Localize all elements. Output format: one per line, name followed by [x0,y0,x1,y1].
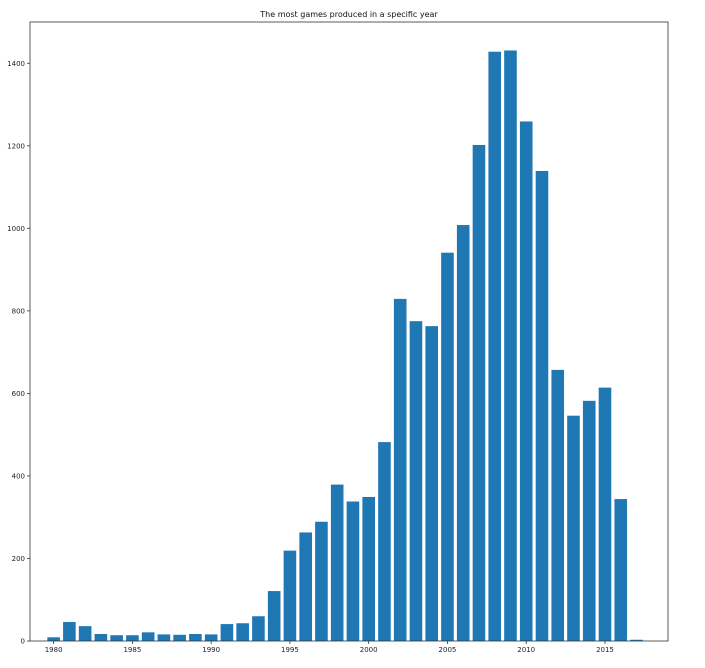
bar-1996 [299,532,312,641]
y-tick-label: 1400 [7,60,25,68]
x-tick-label: 2005 [439,646,457,654]
x-tick-label: 1995 [281,646,299,654]
y-tick-label: 800 [12,307,25,315]
bar-1995 [283,550,297,641]
bar-2012 [551,369,565,641]
y-tick-label: 0 [21,638,25,646]
plot-frame [29,21,669,642]
y-tick-label: 1000 [7,225,25,233]
bar-2006 [456,225,470,642]
bar-1997 [315,521,328,641]
bar-1982 [78,626,92,641]
bar-1984 [110,635,123,641]
y-tick-label: 400 [12,472,25,480]
bar-1990 [204,634,218,641]
y-tick-label: 200 [12,555,25,563]
x-tick-label: 1980 [45,646,63,654]
x-axis: 1980 1985 1990 1995 2000 2005 2010 2015 [45,641,614,654]
bar-2017 [630,639,643,641]
x-tick-label: 1990 [202,646,220,654]
bar-2002 [393,298,407,641]
bar-2011 [535,170,549,642]
y-tick-label: 1200 [7,142,25,150]
bar-2005 [441,252,454,641]
bar-1986 [141,632,155,641]
y-axis: 0 200 400 600 800 1000 1200 1400 [7,60,30,646]
bar-2008 [488,51,502,642]
bar-1998 [330,484,344,641]
bar-1981 [63,622,76,641]
bar-2001 [378,442,391,641]
bar-1993 [252,616,265,641]
bar-2004 [425,326,439,641]
x-tick-label: 2015 [596,646,614,654]
x-tick-label: 2010 [517,646,535,654]
bar-1999 [346,501,360,641]
bar-1983 [94,633,108,641]
bar-1989 [189,633,202,641]
bar-1988 [173,634,186,641]
x-tick-label: 1985 [123,646,141,654]
chart-title: The most games produced in a specific ye… [259,10,438,19]
bar-2000 [362,496,375,641]
bar-2003 [409,321,423,641]
bar-2009 [504,50,517,641]
x-tick-label: 2000 [360,646,378,654]
bar-1985 [126,635,139,641]
bar-1980 [47,637,60,641]
bars-group [47,50,643,642]
bar-2010 [519,121,533,642]
bar-2014 [582,400,596,641]
y-tick-label: 600 [12,390,25,398]
bar-2013 [567,415,580,641]
bar-2015 [598,387,612,641]
bar-1991 [220,624,234,641]
bar-2007 [472,144,486,641]
bar-1994 [267,591,281,641]
bar-1992 [236,623,249,641]
bar-1987 [157,634,171,641]
bar-2016 [614,499,628,641]
